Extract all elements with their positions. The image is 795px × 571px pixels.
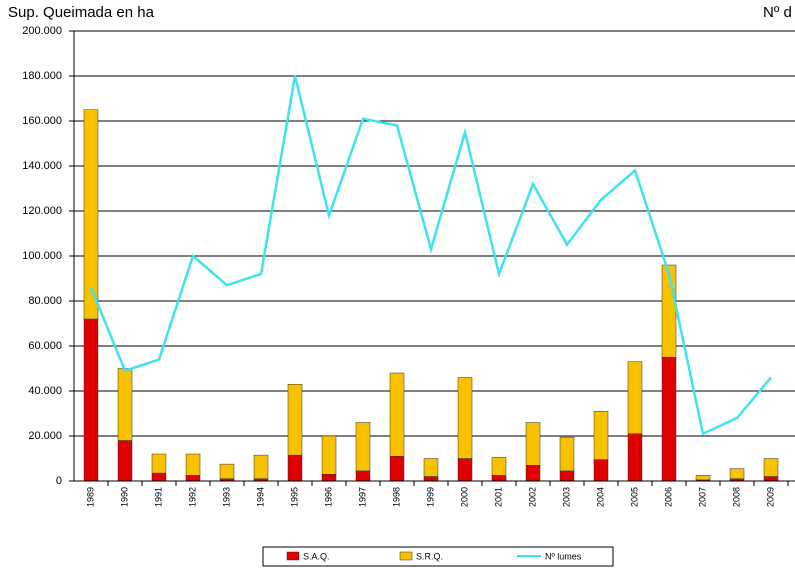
bar-segment bbox=[763, 458, 779, 477]
x-tick-label: 1989 bbox=[85, 487, 95, 507]
x-tick-label: 1999 bbox=[425, 487, 435, 507]
x-tick-label: 1993 bbox=[221, 487, 231, 507]
y-tick-label: 200.000 bbox=[22, 25, 62, 37]
bar-segment bbox=[729, 468, 745, 479]
legend-label: S.R.Q. bbox=[416, 551, 443, 561]
line bbox=[89, 75, 772, 436]
bar-segment bbox=[287, 454, 303, 482]
y-tick-label: 40.000 bbox=[28, 385, 62, 397]
legend-swatch bbox=[399, 551, 413, 561]
x-tick-label: 1996 bbox=[323, 487, 333, 507]
y-tick-label: 0 bbox=[56, 475, 62, 487]
bar-segment bbox=[355, 422, 371, 472]
bar-segment bbox=[525, 422, 541, 466]
bar-segment bbox=[661, 357, 677, 482]
x-tick-label: 2002 bbox=[527, 487, 537, 507]
bar-segment bbox=[593, 411, 609, 460]
bar-segment bbox=[117, 368, 133, 441]
chart-title: Sup. Queimada en ha bbox=[8, 4, 155, 21]
bar-segment bbox=[559, 436, 575, 472]
bar-segment bbox=[389, 372, 405, 457]
bar-segment bbox=[151, 472, 167, 482]
bar-segment bbox=[151, 453, 167, 474]
bar-segment bbox=[559, 470, 575, 482]
bar-segment bbox=[321, 474, 337, 482]
bar-segment bbox=[423, 458, 439, 477]
bar-segment bbox=[457, 377, 473, 459]
y-tick-label: 80.000 bbox=[28, 295, 62, 307]
x-tick-label: 1998 bbox=[391, 487, 401, 507]
bar-segment bbox=[457, 458, 473, 482]
bar-segment bbox=[287, 384, 303, 456]
bar-segment bbox=[117, 440, 133, 482]
y-tick-label: 160.000 bbox=[22, 115, 62, 127]
legend-label: Nº lumes bbox=[545, 551, 582, 561]
bar-segment bbox=[627, 433, 643, 482]
x-tick-label: 2000 bbox=[459, 487, 469, 507]
bar-segment bbox=[525, 465, 541, 482]
bar-segment bbox=[695, 475, 711, 481]
x-tick-label: 2006 bbox=[663, 487, 673, 507]
x-tick-label: 2005 bbox=[629, 487, 639, 507]
bar-segment bbox=[423, 476, 439, 482]
y-tick-label: 60.000 bbox=[28, 340, 62, 352]
bar-segment bbox=[185, 453, 201, 476]
legend-label: S.A.Q. bbox=[303, 551, 330, 561]
x-tick-label: 2008 bbox=[731, 487, 741, 507]
y-tick-label: 140.000 bbox=[22, 160, 62, 172]
x-tick-label: 2003 bbox=[561, 487, 571, 507]
bar-segment bbox=[355, 470, 371, 482]
legend-box bbox=[262, 546, 614, 567]
bar-segment bbox=[253, 454, 269, 479]
y-tick-label: 120.000 bbox=[22, 205, 62, 217]
bar-segment bbox=[185, 475, 201, 482]
x-tick-label: 2004 bbox=[595, 487, 605, 507]
y-tick-label: 100.000 bbox=[22, 250, 62, 262]
bar-segment bbox=[593, 459, 609, 482]
bar-segment bbox=[763, 476, 779, 482]
x-tick-label: 2009 bbox=[765, 487, 775, 507]
x-tick-label: 1995 bbox=[289, 487, 299, 507]
bar-segment bbox=[491, 475, 507, 482]
legend-swatch bbox=[286, 551, 300, 561]
y-tick-label: 180.000 bbox=[22, 70, 62, 82]
y-tick-label: 20.000 bbox=[28, 430, 62, 442]
x-tick-label: 1990 bbox=[119, 487, 129, 507]
x-tick-label: 1997 bbox=[357, 487, 367, 507]
x-tick-label: 1991 bbox=[153, 487, 163, 507]
bar-segment bbox=[321, 435, 337, 475]
y2-title: Nº d bbox=[763, 4, 792, 21]
bar-segment bbox=[219, 463, 235, 479]
x-tick-label: 1992 bbox=[187, 487, 197, 507]
bar-segment bbox=[83, 318, 99, 482]
x-tick-label: 2001 bbox=[493, 487, 503, 507]
bar-segment bbox=[491, 457, 507, 476]
bar-segment bbox=[627, 361, 643, 434]
bar-segment bbox=[389, 456, 405, 482]
x-tick-label: 1994 bbox=[255, 487, 265, 507]
x-tick-label: 2007 bbox=[697, 487, 707, 507]
bar-segment bbox=[83, 109, 99, 320]
